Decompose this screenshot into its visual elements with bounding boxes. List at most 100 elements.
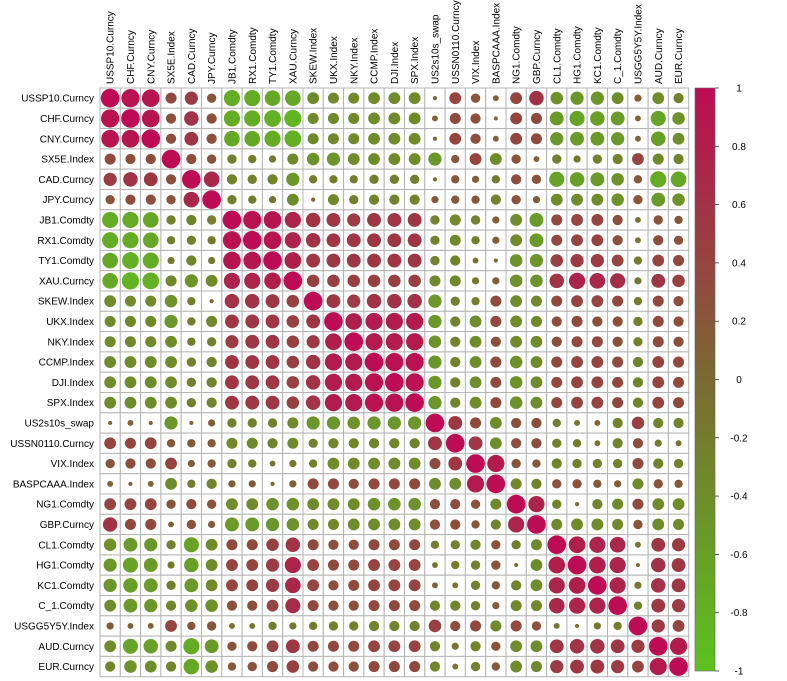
correlation-circle [511, 174, 522, 185]
correlation-circle [450, 255, 461, 266]
correlation-circle [368, 579, 380, 592]
correlation-circle [184, 111, 199, 126]
correlation-circle [612, 417, 623, 429]
correlation-circle [574, 419, 581, 426]
correlation-circle [286, 315, 300, 328]
correlation-circle [102, 517, 118, 532]
correlation-circle [674, 479, 683, 489]
correlation-circle [672, 498, 685, 511]
correlation-circle [389, 174, 400, 185]
correlation-circle [165, 600, 177, 611]
column-label: KC1.Comdty [593, 27, 604, 84]
correlation-circle [347, 274, 361, 288]
correlation-circle [306, 274, 320, 288]
correlation-circle [263, 231, 282, 250]
row-label: SX5E.Index [41, 155, 94, 166]
column-label: XAU.Curncy [288, 29, 299, 84]
correlation-circle [347, 416, 361, 430]
correlation-circle [611, 173, 624, 186]
correlation-circle [266, 497, 279, 511]
correlation-circle [223, 251, 241, 270]
row-label: HG1.Comdty [36, 561, 94, 572]
correlation-circle [225, 517, 239, 532]
correlation-circle [185, 599, 198, 612]
correlation-circle [612, 316, 623, 327]
correlation-circle [633, 337, 643, 347]
correlation-circle [166, 215, 176, 225]
correlation-circle [652, 396, 665, 409]
correlation-circle [445, 433, 465, 453]
correlation-circle [326, 152, 341, 166]
correlation-circle [591, 336, 603, 348]
correlation-circle [428, 396, 442, 410]
correlation-circle [326, 253, 341, 268]
correlation-circle [145, 336, 157, 348]
correlation-circle [673, 376, 685, 388]
correlation-circle [574, 623, 580, 629]
correlation-circle [634, 277, 642, 285]
correlation-circle [547, 535, 567, 555]
correlation-circle [408, 274, 421, 288]
correlation-circle [571, 315, 583, 327]
correlation-circle [510, 214, 523, 226]
correlation-circle [452, 582, 459, 589]
correlation-circle [591, 396, 604, 409]
correlation-circle [450, 316, 461, 327]
correlation-circle [572, 439, 582, 448]
correlation-circle [510, 295, 523, 308]
row-label: CL1.Comdty [38, 540, 94, 551]
correlation-circle [128, 481, 133, 486]
correlation-circle [105, 661, 116, 672]
correlation-circle [425, 413, 445, 433]
correlation-circle [107, 480, 114, 487]
correlation-circle [306, 253, 321, 268]
correlation-circle [144, 396, 157, 409]
correlation-circle [650, 171, 667, 188]
correlation-circle [101, 109, 120, 128]
correlation-circle [669, 657, 688, 676]
correlation-circle [530, 539, 542, 551]
correlation-circle [166, 580, 176, 591]
correlation-circle [489, 417, 502, 429]
correlation-circle [387, 213, 402, 227]
correlation-circle [530, 376, 543, 389]
correlation-circle [451, 560, 460, 570]
correlation-circle [612, 295, 624, 307]
correlation-circle [348, 661, 359, 672]
correlation-circle [305, 212, 321, 228]
correlation-circle [470, 93, 481, 103]
correlation-circle [510, 92, 523, 105]
correlation-circle [368, 518, 380, 531]
correlation-circle [429, 458, 441, 470]
correlation-circle [493, 258, 498, 263]
correlation-circle [124, 498, 137, 511]
correlation-circle [121, 129, 140, 148]
correlation-circle [632, 478, 644, 490]
correlation-circle [592, 316, 603, 327]
correlation-circle [165, 376, 177, 389]
correlation-circle [612, 376, 624, 388]
row-label: CAD.Curncy [38, 175, 94, 186]
correlation-circle [451, 642, 459, 650]
correlation-circle [571, 356, 583, 368]
colorbar-tick-label: -0.8 [730, 608, 748, 619]
correlation-circle [348, 438, 359, 449]
correlation-circle [652, 92, 665, 105]
correlation-circle [165, 661, 177, 672]
correlation-circle [593, 622, 601, 630]
correlation-circle [265, 334, 280, 349]
correlation-circle [654, 439, 662, 447]
correlation-circle [429, 499, 441, 510]
correlation-circle [430, 255, 440, 266]
correlation-circle [243, 251, 262, 270]
column-label: TY1.Comdty [268, 28, 279, 84]
column-label: HG1.Comdty [573, 26, 584, 84]
correlation-circle [366, 293, 382, 309]
correlation-circle [591, 193, 604, 206]
correlation-circle [450, 540, 460, 550]
correlation-circle [368, 194, 380, 205]
correlation-circle [227, 418, 237, 428]
correlation-circle [165, 620, 177, 632]
correlation-circle [510, 640, 523, 653]
correlation-circle [408, 518, 421, 531]
